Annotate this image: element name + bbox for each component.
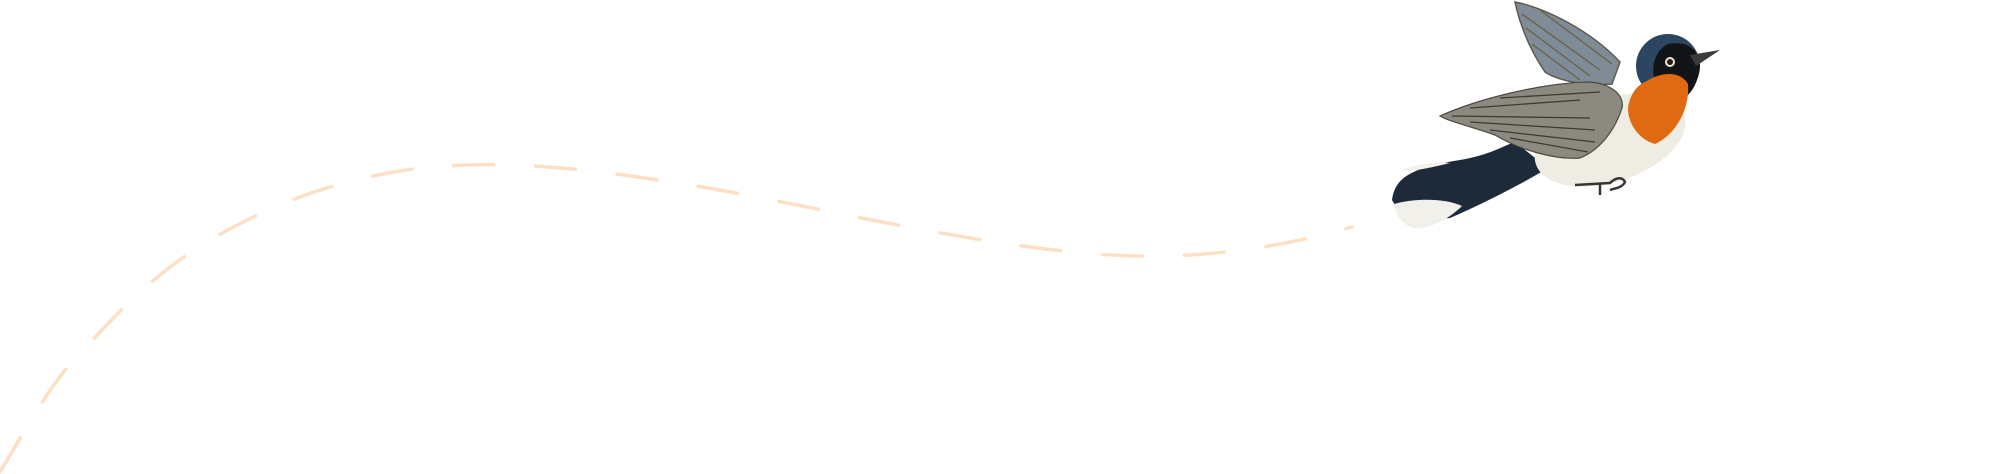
bird-feet [1574, 177, 1627, 195]
bird-tail-tip [1394, 199, 1462, 229]
bird-back-wing [1514, 1, 1621, 86]
bird-front-wing [1438, 81, 1623, 159]
bird-icon [1392, 1, 1720, 229]
bird-orange-throat [1628, 74, 1689, 144]
dashed-flight-path [0, 162, 1354, 474]
bird-beak [1690, 50, 1720, 66]
